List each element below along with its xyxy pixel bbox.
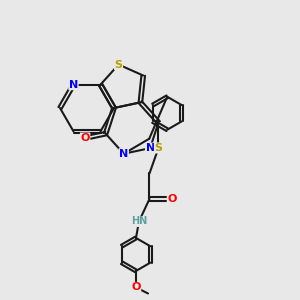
Text: O: O bbox=[167, 194, 177, 204]
Text: S: S bbox=[115, 60, 123, 70]
Text: N: N bbox=[119, 149, 128, 159]
Text: O: O bbox=[80, 133, 90, 143]
Text: HN: HN bbox=[131, 217, 147, 226]
Text: S: S bbox=[154, 143, 163, 153]
Text: O: O bbox=[131, 283, 141, 292]
Text: N: N bbox=[69, 80, 78, 90]
Text: N: N bbox=[146, 143, 155, 153]
